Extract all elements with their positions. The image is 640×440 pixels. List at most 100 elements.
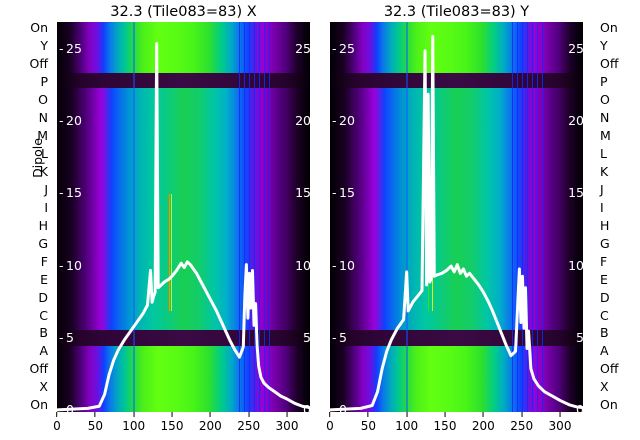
- dipole-label-off: Off: [600, 55, 619, 71]
- x-tick-mark: [482, 412, 484, 417]
- x-tick-label: 200: [198, 419, 222, 433]
- dipole-label-e: E: [600, 271, 608, 287]
- x-tick-200: 200: [199, 412, 222, 433]
- dipole-label-o: O: [38, 91, 48, 107]
- x-tick-label: 100: [122, 419, 146, 433]
- inner-y-tick-right-0: 0: [303, 402, 310, 412]
- x-tick-label: 50: [360, 419, 376, 433]
- tick-dash-icon: -: [332, 185, 337, 201]
- dipole-label-k: K: [600, 163, 609, 179]
- inner-y-tick-label: 0: [339, 402, 347, 412]
- dipole-label-h: H: [600, 217, 610, 233]
- x-tick-mark: [133, 412, 135, 417]
- dipole-label-l: L: [41, 145, 48, 161]
- dipole-label-f: F: [40, 253, 48, 269]
- dipole-label-h: H: [38, 217, 48, 233]
- inner-y-tick-right-10: 10: [568, 257, 583, 273]
- inner-y-tick-10: -10: [59, 257, 82, 273]
- dipole-label-i: I: [600, 199, 604, 215]
- x-tick-mark: [248, 412, 250, 417]
- inner-y-tick-right-20: 20: [295, 113, 310, 129]
- x-tick-label: 100: [395, 419, 419, 433]
- x-tick-mark: [56, 412, 58, 417]
- x-tick-label: 50: [87, 419, 103, 433]
- dipole-label-l: L: [600, 145, 607, 161]
- x-tick-mark: [286, 412, 288, 417]
- dipole-label-j: J: [600, 181, 604, 197]
- inner-y-tick-0: -0: [332, 402, 347, 412]
- dipole-label-on: On: [600, 20, 618, 35]
- dipole-label-d: D: [600, 289, 610, 305]
- x-tick-100: 100: [122, 412, 145, 433]
- inner-y-tick-5: -5: [332, 329, 347, 345]
- dipole-axis-left: On Y Off P O N M L K J I H G F E D C B A Off X On: [6, 20, 48, 412]
- inner-y-tick-right-0: 0: [576, 402, 583, 412]
- x-tick-50: 50: [361, 412, 376, 433]
- dipole-label-n: N: [600, 109, 610, 125]
- x-tick-250: 250: [510, 412, 533, 433]
- x-axis-left: 0 50 100 150 200 250 300: [53, 412, 310, 440]
- panel-title-y: 32.3 (Tile083=83) Y: [383, 4, 530, 20]
- dipole-label-c: C: [600, 307, 609, 323]
- dipole-label-b: B: [600, 325, 609, 341]
- amplitude-trace: [57, 22, 310, 412]
- inner-y-tick-label: 25: [66, 40, 82, 56]
- x-tick-0: 0: [53, 412, 61, 433]
- tick-dash-icon: -: [332, 329, 337, 345]
- dipole-label-p: P: [40, 73, 48, 89]
- x-tick-mark: [94, 412, 96, 417]
- tick-dash-icon: -: [59, 329, 64, 345]
- x-tick-100: 100: [395, 412, 418, 433]
- dipole-label-a: A: [600, 343, 609, 359]
- inner-y-tick-right-15: 15: [568, 185, 583, 201]
- heatmap-panel-x[interactable]: -0 0-5 5-10 10-15 15-20 20-25 25: [57, 22, 310, 412]
- x-tick-150: 150: [160, 412, 184, 433]
- dipole-label-c: C: [39, 307, 48, 323]
- inner-y-tick-25: -25: [59, 40, 82, 56]
- inner-y-tick-5: -5: [59, 329, 74, 345]
- dipole-label-n: N: [38, 109, 48, 125]
- tick-dash-icon: -: [59, 402, 64, 412]
- x-tick-label: 250: [510, 419, 534, 433]
- x-tick-mark: [406, 412, 408, 417]
- dipole-label-off: Off: [29, 55, 48, 71]
- dipole-label-g: G: [600, 235, 610, 251]
- dipole-axis-right: On Y Off P O N M L K J I H G F E D C B A Off X On: [600, 20, 640, 412]
- x-tick-label: 150: [160, 419, 184, 433]
- x-tick-200: 200: [472, 412, 495, 433]
- x-tick-mark: [521, 412, 523, 417]
- dipole-label-y: Y: [40, 37, 48, 53]
- inner-y-tick-label: 20: [66, 113, 82, 129]
- x-tick-label: 300: [275, 419, 299, 433]
- tick-dash-icon: -: [332, 40, 337, 56]
- inner-y-tick-right-15: 15: [295, 185, 310, 201]
- tick-dash-icon: -: [59, 257, 64, 273]
- dipole-label-x: X: [600, 379, 609, 395]
- tick-dash-icon: -: [59, 40, 64, 56]
- inner-y-tick-label: 15: [339, 185, 355, 201]
- x-tick-300: 300: [549, 412, 571, 433]
- inner-y-tick-right-5: 5: [576, 329, 583, 345]
- dipole-label-p: P: [600, 73, 608, 89]
- x-tick-250: 250: [237, 412, 260, 433]
- dipole-label-m: M: [37, 127, 48, 143]
- heatmap-panel-y[interactable]: -0 0-5 5-10 10-15 15-20 20-25 25: [330, 22, 583, 412]
- dipole-label-f: F: [600, 253, 608, 269]
- dipole-label-i: I: [44, 199, 48, 215]
- x-tick-mark: [171, 412, 173, 417]
- inner-y-tick-label: 25: [339, 40, 355, 56]
- x-tick-mark: [209, 412, 211, 417]
- x-tick-mark: [559, 412, 561, 417]
- inner-y-tick-label: 0: [66, 402, 74, 412]
- x-tick-label: 200: [471, 419, 495, 433]
- inner-y-tick-label: 10: [339, 257, 355, 273]
- dipole-label-b: B: [39, 325, 48, 341]
- dipole-label-e: E: [40, 271, 48, 287]
- x-tick-300: 300: [275, 412, 299, 433]
- dipole-label-on: On: [30, 20, 48, 35]
- inner-y-tick-15: -15: [332, 187, 355, 200]
- inner-y-tick-right-20: 20: [568, 113, 583, 129]
- x-tick-50: 50: [88, 412, 103, 433]
- x-axis-right: 0 50 100 150 200 250 300: [326, 412, 583, 440]
- x-tick-mark: [329, 412, 331, 417]
